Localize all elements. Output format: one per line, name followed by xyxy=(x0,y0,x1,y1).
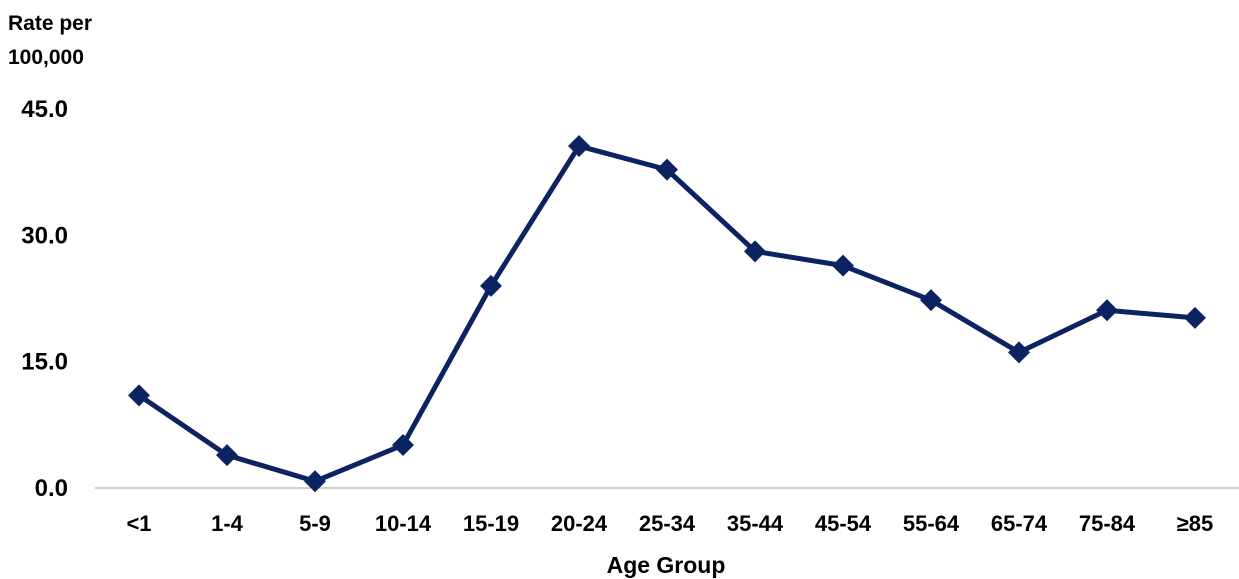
data-point-marker xyxy=(128,384,150,407)
x-tick-label: <1 xyxy=(126,511,151,536)
data-point-marker xyxy=(656,158,678,181)
x-tick-label: 65-74 xyxy=(991,511,1048,536)
data-point-marker xyxy=(832,254,854,277)
x-tick-label: 20-24 xyxy=(551,511,608,536)
x-tick-label: 35-44 xyxy=(727,511,784,536)
x-tick-label: 45-54 xyxy=(815,511,872,536)
x-tick-label: 15-19 xyxy=(463,511,519,536)
y-tick-label: 45.0 xyxy=(21,96,68,123)
y-axis-title-line-1: Rate per xyxy=(8,12,92,35)
data-point-marker xyxy=(568,135,590,158)
x-tick-label: ≥85 xyxy=(1177,511,1214,536)
data-point-marker xyxy=(304,470,326,493)
y-axis-title-line-2: 100,000 xyxy=(8,46,84,69)
data-point-marker xyxy=(920,289,942,312)
data-point-marker xyxy=(744,240,766,263)
data-point-marker xyxy=(1008,341,1030,364)
y-axis-ticks: 0.0 15.0 30.0 45.0 xyxy=(21,96,68,502)
data-point-marker xyxy=(392,434,414,457)
series-group xyxy=(128,135,1206,493)
series-line xyxy=(136,143,1198,484)
x-tick-label: 25-34 xyxy=(639,511,696,536)
data-point-marker xyxy=(1184,306,1206,329)
x-tick-label: 10-14 xyxy=(375,511,432,536)
x-tick-label: 75-84 xyxy=(1079,511,1136,536)
y-tick-label: 30.0 xyxy=(21,222,68,249)
data-point-marker xyxy=(216,444,238,467)
data-point-marker xyxy=(480,274,502,297)
x-axis-title: Age Group xyxy=(607,552,726,578)
x-tick-label: 1-4 xyxy=(211,511,244,536)
x-tick-label: 5-9 xyxy=(299,511,331,536)
data-point-marker xyxy=(1096,299,1118,322)
x-tick-label: 55-64 xyxy=(903,511,960,536)
y-axis-title: Rate per 100,000 xyxy=(8,12,92,69)
y-tick-label: 0.0 xyxy=(35,475,68,502)
x-axis-ticks: <1 1-4 5-9 10-14 15-19 20-24 25-34 35-44 45-54 55… xyxy=(126,511,1213,536)
y-tick-label: 15.0 xyxy=(21,349,68,376)
